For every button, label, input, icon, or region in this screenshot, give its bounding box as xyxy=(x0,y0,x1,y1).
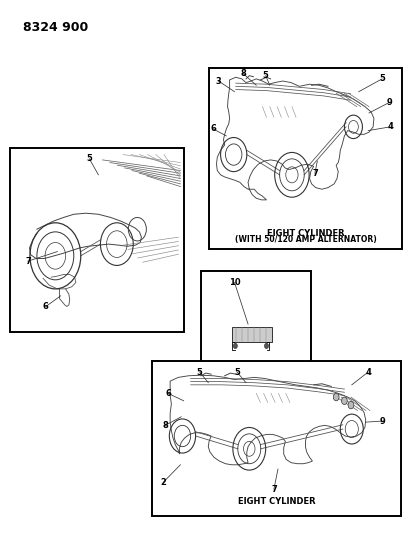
Circle shape xyxy=(233,343,237,349)
Circle shape xyxy=(341,397,346,405)
Text: 8324 900: 8324 900 xyxy=(22,21,88,34)
Bar xyxy=(209,68,401,249)
Text: 4: 4 xyxy=(387,123,392,131)
Text: 2: 2 xyxy=(160,478,166,487)
Text: 5: 5 xyxy=(196,368,202,376)
Bar xyxy=(231,327,271,342)
Text: (WITH 50/120 AMP ALTERNATOR): (WITH 50/120 AMP ALTERNATOR) xyxy=(234,235,375,244)
Bar xyxy=(151,361,400,516)
Text: 8: 8 xyxy=(162,421,168,430)
Text: 8: 8 xyxy=(240,69,245,78)
Text: 5: 5 xyxy=(86,155,92,163)
Text: EIGHT CYLINDER: EIGHT CYLINDER xyxy=(266,229,344,238)
Text: 6: 6 xyxy=(210,125,216,133)
Text: 7: 7 xyxy=(270,485,276,494)
Circle shape xyxy=(264,343,268,349)
Text: 6: 6 xyxy=(165,389,171,398)
Text: 9: 9 xyxy=(386,98,391,107)
Text: 5: 5 xyxy=(234,368,239,376)
Text: 6: 6 xyxy=(43,302,49,311)
Text: 4: 4 xyxy=(364,368,370,376)
Text: 9: 9 xyxy=(378,417,384,425)
Bar xyxy=(200,271,310,364)
Bar xyxy=(10,148,183,332)
Text: 5: 5 xyxy=(262,71,268,80)
Circle shape xyxy=(347,401,353,409)
Text: 7: 7 xyxy=(311,169,317,177)
Circle shape xyxy=(333,393,338,401)
Text: 5: 5 xyxy=(378,75,384,83)
Text: 3: 3 xyxy=(215,77,221,85)
Text: 10: 10 xyxy=(228,278,240,287)
Text: EIGHT CYLINDER: EIGHT CYLINDER xyxy=(237,497,315,506)
Text: 7: 7 xyxy=(25,257,31,265)
